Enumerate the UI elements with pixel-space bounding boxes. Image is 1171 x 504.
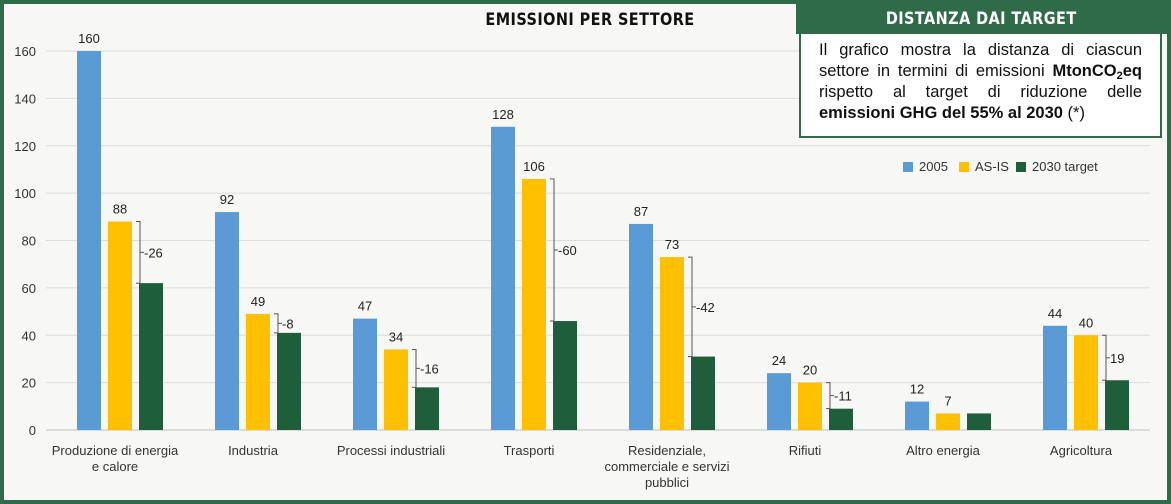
bar-as-is	[1074, 335, 1098, 430]
y-tick-label: 80	[22, 234, 36, 249]
data-label: 49	[251, 294, 265, 309]
info-panel-header: DISTANZA DAI TARGET	[796, 4, 1167, 34]
category-label: pubblici	[645, 475, 689, 490]
y-tick-label: 120	[14, 139, 36, 154]
bar-2005	[353, 318, 377, 430]
bar-2005	[629, 223, 653, 430]
data-label: 128	[492, 107, 514, 122]
y-tick-label: 60	[22, 281, 36, 296]
bar-as-is	[384, 349, 408, 430]
bar-2005	[767, 373, 791, 430]
y-tick-label: 140	[14, 91, 36, 106]
gap-label: -26	[144, 245, 163, 260]
bar-2005	[215, 212, 239, 430]
bar-2005	[1043, 325, 1067, 430]
bar-as-is	[522, 178, 546, 430]
data-label: 7	[944, 393, 951, 408]
category-label: commerciale e servizi	[605, 459, 730, 474]
gap-label: -42	[696, 300, 715, 315]
info-panel-text: Il grafico mostra la distanza di ciascun…	[799, 34, 1162, 138]
category-label: Produzione di energia	[52, 443, 179, 458]
chart-title: EMISSIONI PER SETTORE	[485, 10, 695, 30]
y-tick-label: 40	[22, 328, 36, 343]
legend-item-2030-target: 2030 target	[1016, 159, 1098, 174]
gap-bracket	[1102, 334, 1110, 381]
data-label: 47	[358, 299, 372, 314]
y-tick-label: 0	[29, 423, 36, 438]
data-label: 40	[1079, 315, 1093, 330]
bar-as-is	[936, 413, 960, 430]
data-label: 87	[634, 204, 648, 219]
gap-bracket	[274, 313, 282, 334]
bar-2030-target	[691, 356, 715, 430]
data-label: 160	[78, 31, 100, 46]
bar-2030-target	[277, 332, 301, 430]
bar-2030-target	[139, 283, 163, 430]
gap-bracket	[550, 178, 558, 322]
category-label: Rifiuti	[789, 443, 822, 458]
category-label: e calore	[92, 459, 138, 474]
legend-swatch	[1016, 161, 1026, 172]
data-label: 88	[113, 202, 127, 217]
data-label: 34	[389, 329, 403, 344]
bar-2005	[491, 126, 515, 431]
legend-item-2005: 2005	[903, 159, 948, 174]
data-label: 12	[910, 382, 924, 397]
gap-label: -60	[558, 243, 577, 258]
gap-bracket	[688, 256, 696, 358]
bar-as-is	[108, 221, 132, 430]
data-label: 73	[665, 237, 679, 252]
bar-2030-target	[829, 408, 853, 430]
gap-label: 19	[1110, 351, 1124, 366]
category-label: Processi industriali	[337, 443, 445, 458]
data-label: 24	[772, 353, 786, 368]
y-tick-label: 100	[14, 186, 36, 201]
category-label: Trasporti	[504, 443, 555, 458]
category-label: Agricoltura	[1050, 443, 1113, 458]
gap-label: -11	[834, 389, 852, 404]
legend-swatch	[903, 161, 913, 172]
bar-2030-target	[553, 321, 577, 430]
bar-2005	[905, 401, 929, 430]
gap-label: -8	[282, 316, 294, 331]
data-label: 44	[1048, 306, 1062, 321]
bar-2005	[77, 51, 101, 430]
legend-item-as-is: AS-IS	[959, 159, 1009, 174]
gap-bracket	[136, 221, 144, 284]
legend-swatch	[959, 161, 969, 172]
bar-as-is	[246, 313, 270, 430]
data-label: 20	[803, 363, 817, 378]
category-label: Industria	[228, 443, 279, 458]
bar-2030-target	[415, 387, 439, 430]
gap-label: -16	[420, 361, 439, 376]
gap-bracket	[412, 348, 420, 388]
y-tick-label: 160	[14, 44, 36, 59]
data-label: 106	[523, 159, 545, 174]
bar-as-is	[798, 382, 822, 430]
bar-2030-target	[967, 413, 991, 430]
info-panel-header-label: DISTANZA DAI TARGET	[886, 9, 1077, 29]
bar-2030-target	[1105, 380, 1129, 430]
category-label: Altro energia	[906, 443, 980, 458]
category-label: Residenziale,	[628, 443, 706, 458]
data-label: 92	[220, 192, 234, 207]
y-tick-label: 20	[22, 376, 36, 391]
gap-bracket	[826, 382, 834, 410]
bar-as-is	[660, 257, 684, 430]
